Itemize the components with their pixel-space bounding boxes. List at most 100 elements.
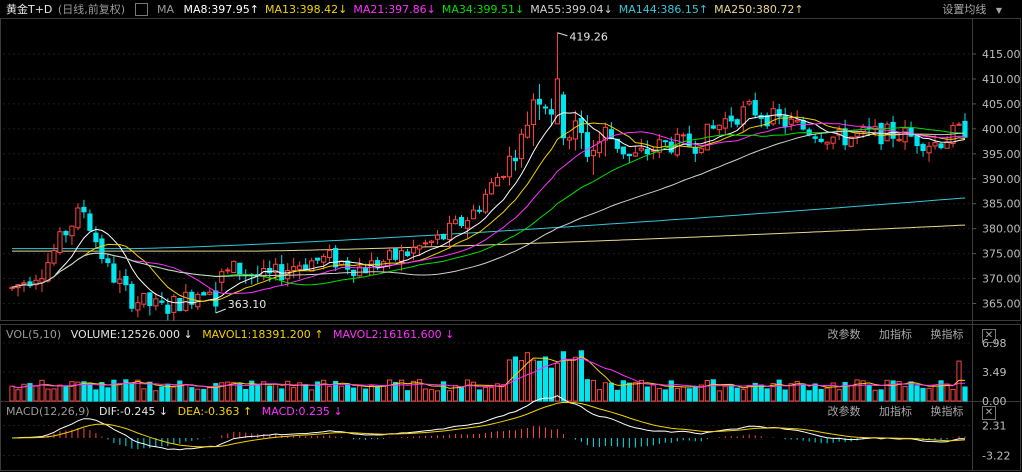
- candle-body: [69, 225, 75, 237]
- macd-tick-label: -3.22: [982, 449, 1010, 462]
- volume-bar: [195, 388, 201, 402]
- volume-bar: [728, 384, 734, 402]
- volume-bar: [740, 388, 746, 402]
- candle-body: [908, 127, 914, 137]
- volume-bar: [434, 390, 441, 402]
- candle-body: [63, 230, 69, 236]
- volume-value: VOLUME:12526.000 ↓: [70, 328, 193, 341]
- candle-body: [524, 124, 531, 138]
- candle-body: [237, 262, 243, 275]
- candle-body: [692, 147, 698, 154]
- volume-bar: [129, 382, 135, 402]
- volume-bar: [788, 383, 794, 402]
- candle-body: [135, 302, 141, 311]
- candle-body: [75, 207, 81, 229]
- volume-bar: [800, 383, 806, 402]
- vol-close-icon[interactable]: ✕: [982, 329, 996, 343]
- volume-bar: [488, 387, 495, 402]
- vol-switch-indicator-button[interactable]: 换指标: [930, 328, 964, 341]
- volume-bar: [764, 388, 770, 402]
- volume-bar: [938, 380, 944, 402]
- set-ma-button[interactable]: 设置均线 ▼: [942, 3, 1002, 16]
- candle-body: [440, 233, 447, 240]
- candle-body: [824, 141, 830, 145]
- volume-bar: [752, 382, 758, 402]
- volume-bar: [590, 379, 596, 402]
- symbol-name[interactable]: 黄金T+D: [6, 3, 53, 16]
- mavol2-line: [11, 357, 966, 389]
- ma-legend-item: MA8:397.95↑: [183, 3, 259, 16]
- volume-bar: [404, 390, 411, 402]
- candle-body: [776, 109, 782, 117]
- volume-bar: [69, 381, 75, 402]
- vol-modify-params-button[interactable]: 改参数: [827, 328, 861, 341]
- volume-bar: [710, 379, 716, 402]
- candle-body: [932, 142, 938, 147]
- volume-bar: [87, 382, 93, 402]
- candle-body: [333, 247, 339, 268]
- candle-body: [644, 148, 650, 155]
- candle-body: [464, 220, 471, 229]
- volume-bar: [956, 360, 962, 402]
- volume-bar: [686, 388, 692, 402]
- candle-body: [303, 264, 309, 270]
- volume-bar: [309, 389, 315, 402]
- volume-indicator-title[interactable]: VOL(5,10): [6, 328, 62, 341]
- candle-body: [752, 100, 758, 116]
- high-price-label: 419.26: [569, 31, 608, 44]
- ma250-line: [12, 224, 966, 252]
- volume-bar: [794, 380, 800, 402]
- candle-body: [632, 152, 638, 157]
- macd-modify-params-button[interactable]: 改参数: [827, 405, 861, 418]
- candle-body: [788, 118, 794, 125]
- volume-bar: [854, 379, 860, 402]
- candle-body: [369, 260, 375, 276]
- candle-body: [111, 263, 117, 283]
- price-tick-label: 405.00: [982, 98, 1021, 111]
- volume-bar: [632, 382, 638, 402]
- vol-add-indicator-button[interactable]: 加指标: [879, 328, 912, 341]
- volume-bar: [321, 379, 327, 402]
- volume-bar: [75, 381, 81, 402]
- macd-close-icon[interactable]: ✕: [982, 406, 996, 420]
- volume-bar: [57, 384, 63, 402]
- volume-bar: [105, 387, 111, 402]
- volume-bar: [267, 385, 273, 402]
- candle-body: [357, 266, 363, 277]
- candle-body: [231, 260, 237, 273]
- volume-bar: [15, 389, 21, 402]
- dif-value: DIF:-0.245 ↓: [99, 405, 169, 418]
- volume-bar: [27, 383, 33, 402]
- candle-body: [416, 245, 423, 250]
- volume-tick-label: 3.49: [982, 366, 1007, 379]
- candle-body: [27, 281, 33, 287]
- volume-bar: [213, 383, 219, 402]
- macd-switch-indicator-button[interactable]: 换指标: [930, 405, 964, 418]
- collapse-toggle-icon[interactable]: [134, 2, 148, 16]
- volume-bar: [297, 382, 303, 402]
- candle-body: [189, 291, 195, 305]
- volume-bar: [369, 384, 375, 402]
- volume-bar: [470, 381, 477, 402]
- candle-body: [818, 138, 824, 142]
- candle-body: [482, 193, 489, 213]
- macd-add-indicator-button[interactable]: 加指标: [879, 405, 912, 418]
- volume-bar: [159, 386, 165, 402]
- volume-bar: [770, 383, 776, 402]
- price-tick-label: 390.00: [982, 173, 1021, 186]
- volume-bar: [656, 387, 662, 402]
- ma-legend-item: MA13:398.42↓: [264, 3, 348, 16]
- volume-bar: [398, 379, 405, 402]
- volume-bar: [860, 380, 866, 402]
- volume-bar: [219, 382, 225, 402]
- macd-indicator-title[interactable]: MACD(12,26,9): [6, 405, 90, 418]
- volume-bar: [518, 360, 525, 402]
- candle-body: [470, 209, 477, 220]
- volume-bar: [243, 388, 249, 402]
- price-tick-label: 415.00: [982, 48, 1021, 61]
- candle-body: [177, 298, 183, 312]
- ma-label: MA: [157, 3, 175, 16]
- candle-body: [920, 144, 926, 152]
- volume-bar: [428, 389, 435, 402]
